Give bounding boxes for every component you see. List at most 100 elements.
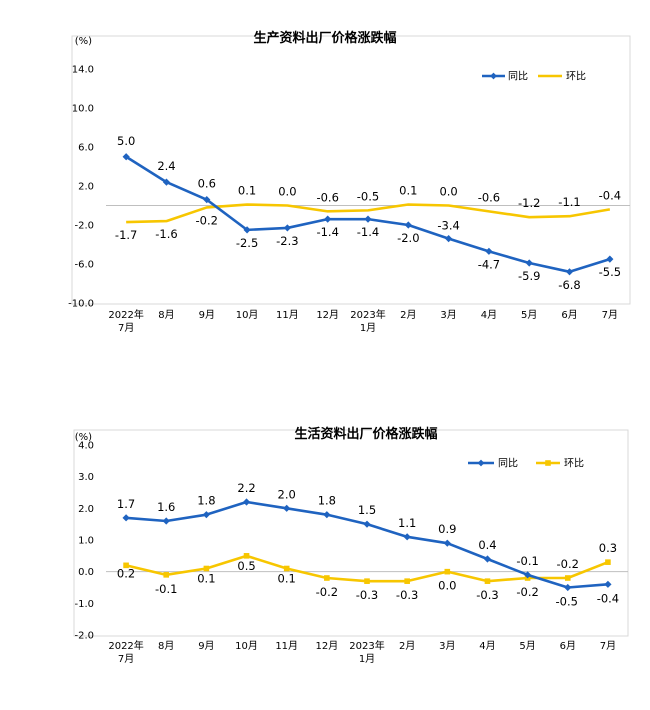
data-label-mom: -0.4 [599,188,621,202]
data-label-mom: 0.0 [439,185,457,199]
x-tick-label: 7月 [118,653,134,665]
y-tick-label: 2.0 [78,182,94,193]
data-label-yoy: 1.1 [398,516,416,530]
x-tick-label: 5月 [521,309,537,321]
data-label-mom: -0.2 [557,557,579,571]
x-tick-label: 3月 [439,640,455,652]
y-tick-label: 4.0 [78,441,94,452]
x-tick-label: 8月 [158,309,174,321]
y-tick-label: -1.0 [74,599,94,610]
data-point-mom [243,553,250,559]
data-label-mom: -0.3 [476,588,498,602]
data-point-mom [364,578,370,584]
x-tick-label: 12月 [316,309,339,321]
data-label-mom: 0.2 [117,566,135,580]
data-label-yoy: 0.9 [438,522,456,536]
x-tick-label: 6月 [561,309,577,321]
y-tick-label: -6.0 [74,260,94,271]
data-point-yoy [122,514,130,522]
data-point-yoy [242,498,251,506]
y-tick-label: -2.0 [74,631,94,642]
x-tick-label: 2023年 [349,639,384,652]
y-unit-label: (%) [75,432,92,443]
data-label-mom: 0.5 [237,559,255,573]
chart-1: 生产资料出厂价格涨跌幅 (%) 14.0 10.0 6.0 2.0 -2.0 -6.0 -10.… [68,30,631,334]
data-point-yoy [404,221,412,229]
y-tick-label: -2.0 [74,221,94,232]
data-point-yoy [323,511,331,519]
y-tick-label: 14.0 [72,65,94,76]
data-label-yoy: -2.0 [397,231,419,245]
data-label-yoy: 5.0 [117,134,135,148]
data-label-mom: -0.2 [316,585,338,599]
data-point-mom [605,559,611,565]
data-point-mom [404,578,410,584]
data-point-mom [564,575,571,581]
data-label-yoy: -0.1 [516,554,538,568]
data-point-yoy [202,511,210,519]
data-label-yoy: 0.4 [478,538,496,552]
legend-label: 同比 [508,71,528,83]
data-label-mom: -0.5 [357,189,379,203]
data-point-yoy [283,224,291,232]
x-tick-label: 8月 [158,640,174,652]
data-point-yoy [243,226,251,234]
data-label-mom: 0.1 [238,184,256,198]
data-point-yoy [604,580,612,588]
x-tick-label: 9月 [199,309,215,321]
legend-marker [545,460,551,466]
data-point-yoy [122,153,130,161]
y-tick-label: 6.0 [78,143,94,154]
data-point-yoy [443,539,451,547]
data-label-yoy: 1.5 [358,503,376,517]
data-point-yoy [606,255,614,263]
data-label-mom: -0.2 [196,213,218,227]
data-label-mom: 0.1 [278,572,296,586]
x-tick-label: 12月 [315,640,338,652]
data-label-yoy: 1.7 [117,497,135,511]
legend-label: 环比 [564,458,584,470]
data-label-mom: -1.6 [155,227,177,241]
data-point-yoy [565,268,574,276]
data-label-yoy: 0.6 [198,177,216,191]
legend-marker [477,459,485,467]
plot-frame [73,429,629,637]
x-tick-label: 2022年 [108,639,143,652]
data-label-yoy: -5.5 [599,265,621,279]
data-point-yoy [324,215,332,223]
x-tick-label: 6月 [560,640,576,652]
data-label-mom: -0.1 [155,582,177,596]
y-tick-label: 10.0 [72,104,94,115]
data-label-mom: -0.6 [478,190,500,204]
data-label-mom: -0.3 [396,588,418,602]
x-tick-label: 7月 [600,640,616,652]
x-tick-label: 4月 [479,640,495,652]
x-tick-label: 2022年 [108,308,143,321]
data-label-yoy: -5.9 [518,269,540,283]
data-label-yoy: -0.5 [556,595,578,609]
x-tick-label: 10月 [235,640,258,652]
y-tick-label: 0.0 [78,567,94,578]
data-point-mom [203,565,210,572]
y-tick-label: 2.0 [78,504,94,515]
data-point-yoy [524,571,532,579]
data-point-yoy [525,259,533,267]
data-label-mom: 0.1 [399,184,417,198]
x-tick-label: 10月 [236,309,259,321]
legend-marker [490,72,497,80]
data-label-yoy: 2.2 [237,481,255,495]
data-point-mom [484,578,491,584]
data-label-mom: 0.0 [438,579,456,593]
data-label-yoy: 1.8 [318,494,336,508]
data-point-mom [123,562,129,569]
x-tick-label: 3月 [440,309,456,321]
data-point-yoy [283,504,291,512]
y-tick-label: 3.0 [78,472,94,483]
legend-label: 环比 [566,71,586,83]
data-point-yoy [162,517,170,525]
data-point-yoy [363,520,371,528]
data-point-yoy [162,178,171,186]
y-tick-label: 1.0 [78,536,94,547]
legend-label: 同比 [498,458,518,470]
